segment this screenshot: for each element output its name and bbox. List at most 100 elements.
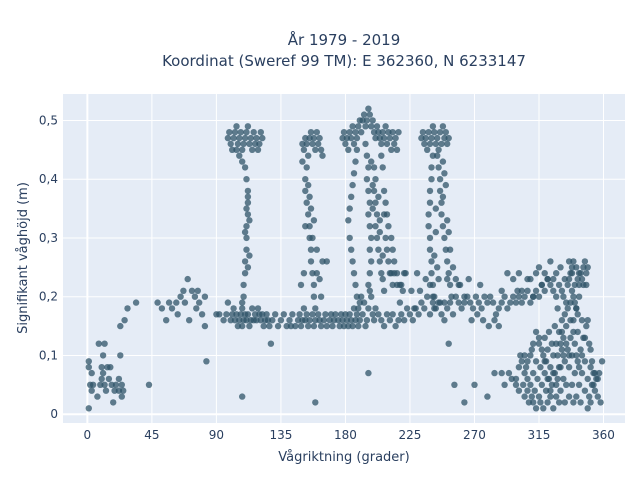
data-point <box>322 311 329 318</box>
data-point <box>85 364 93 371</box>
data-point <box>365 369 372 377</box>
data-point <box>578 369 586 377</box>
data-point <box>565 275 573 283</box>
data-point <box>177 293 184 300</box>
data-point <box>524 375 531 383</box>
data-point <box>355 322 362 330</box>
data-point <box>411 305 418 312</box>
data-point <box>191 293 199 300</box>
data-point <box>434 152 441 159</box>
data-point <box>481 293 488 300</box>
data-point <box>425 211 432 218</box>
data-point <box>201 322 209 330</box>
data-point <box>527 299 534 306</box>
data-point <box>446 246 454 253</box>
data-point <box>504 305 511 312</box>
data-point <box>512 299 520 306</box>
data-point <box>444 305 451 312</box>
data-point <box>230 134 237 142</box>
data-point <box>431 305 438 312</box>
data-point <box>220 317 227 324</box>
data-point <box>584 375 591 383</box>
data-point <box>438 311 445 318</box>
data-point <box>583 322 590 330</box>
data-point <box>428 164 435 171</box>
data-point <box>120 387 127 394</box>
data-point <box>408 287 415 294</box>
data-point <box>429 281 437 289</box>
data-point <box>239 322 246 330</box>
data-point <box>547 281 554 289</box>
data-point <box>379 129 386 136</box>
data-point <box>376 228 383 236</box>
data-point <box>512 381 520 388</box>
y-tick-label: 0 <box>50 407 58 421</box>
data-point <box>428 134 435 142</box>
data-point <box>231 129 239 136</box>
data-point <box>553 393 560 400</box>
data-point <box>424 146 431 153</box>
data-point <box>345 217 352 224</box>
data-point <box>302 187 309 195</box>
data-point <box>584 405 591 412</box>
data-point <box>439 158 447 165</box>
data-point <box>573 393 580 400</box>
data-point <box>594 375 601 383</box>
data-point <box>432 205 439 212</box>
data-point <box>352 158 359 165</box>
data-point <box>382 199 389 206</box>
data-point <box>378 317 385 324</box>
y-tick-label: 0,1 <box>39 348 58 362</box>
data-point <box>348 193 355 200</box>
data-point <box>550 287 557 294</box>
data-point <box>436 176 444 183</box>
data-point <box>194 287 201 294</box>
data-point <box>310 217 318 224</box>
data-point <box>512 375 520 383</box>
data-point <box>530 399 537 406</box>
data-point <box>438 140 445 148</box>
data-point <box>461 399 468 406</box>
data-point <box>247 134 254 142</box>
data-point <box>567 334 574 341</box>
data-point <box>550 275 557 283</box>
data-point <box>102 387 110 394</box>
y-axis-title: Signifikant våghöjd (m) <box>16 182 31 334</box>
data-point <box>535 340 543 347</box>
data-point <box>565 364 573 371</box>
data-point <box>369 311 376 318</box>
data-point <box>300 305 308 312</box>
data-point <box>154 299 161 306</box>
data-point <box>547 393 554 400</box>
data-point <box>243 205 250 212</box>
data-point <box>237 129 244 136</box>
data-point <box>583 270 590 277</box>
data-point <box>350 170 358 177</box>
data-point <box>527 352 534 359</box>
data-point <box>246 217 253 224</box>
chart-title-line2: Koordinat (Sweref 99 TM): E 362360, N 62… <box>162 52 526 70</box>
data-point <box>379 164 386 171</box>
data-point <box>571 340 578 347</box>
data-point <box>534 375 541 383</box>
data-point <box>352 281 359 289</box>
data-point <box>544 275 551 283</box>
data-point <box>395 129 402 136</box>
data-point <box>312 399 319 406</box>
data-point <box>309 234 316 242</box>
data-point <box>537 364 544 371</box>
data-point <box>240 281 247 289</box>
data-point <box>505 369 513 377</box>
data-point <box>522 364 530 371</box>
data-point <box>376 258 383 265</box>
data-point <box>226 129 233 136</box>
data-point <box>366 199 373 206</box>
data-point <box>478 305 485 312</box>
data-point <box>112 381 120 388</box>
data-point <box>575 381 583 388</box>
data-point <box>436 299 444 306</box>
data-point <box>495 322 502 330</box>
data-point <box>532 358 540 365</box>
chart-title-line1: År 1979 - 2019 <box>288 30 401 49</box>
data-point <box>365 187 372 195</box>
